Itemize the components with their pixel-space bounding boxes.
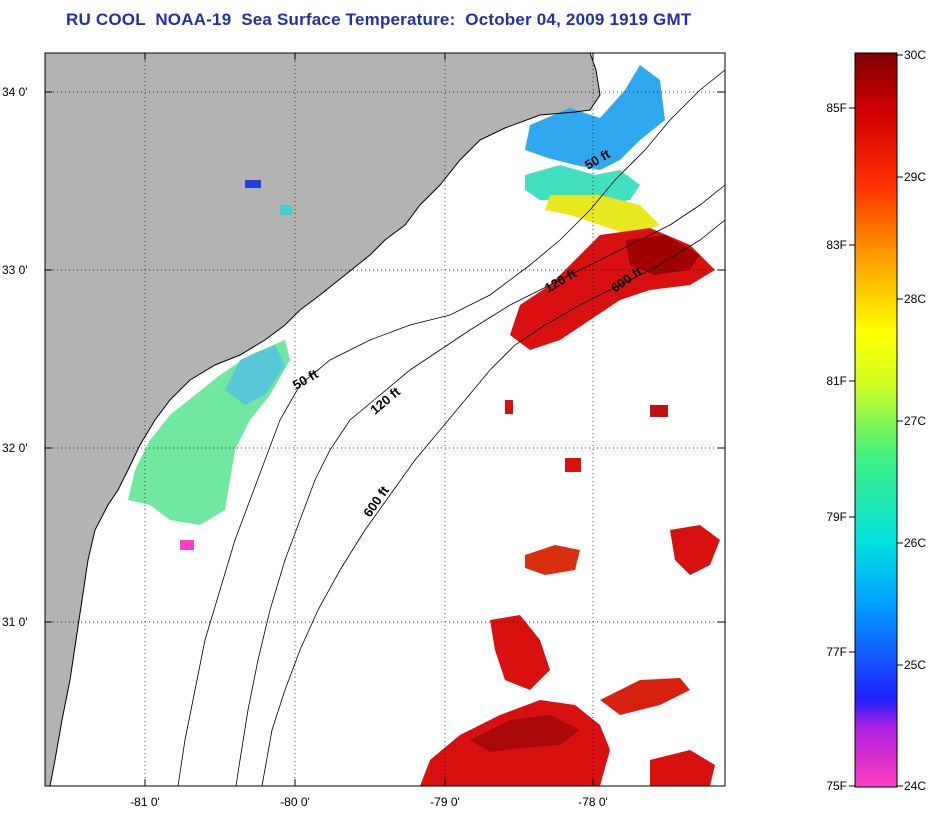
colorbar [854,52,898,788]
sst-speck-6 [505,400,513,414]
contour-120ft [235,184,725,786]
sst-speck-2 [565,458,581,472]
land-mass [45,53,600,786]
lon-tick-label-79: -79 0' [430,795,460,809]
sst-speck-5 [245,180,261,188]
colorbar-c-29: 29C [904,170,926,184]
colorbar-c-26: 26C [904,536,926,550]
sst-patch-north-cool [525,65,665,170]
contour-50ft [177,69,725,786]
colorbar-f-85: 85F [826,101,847,115]
axis-ticks [45,53,725,786]
sst-patch-mid-warm-1 [490,615,550,690]
lon-tick-label-78: -78 0' [578,795,608,809]
sst-patch-east-warm [670,525,720,575]
colorbar-c-25: 25C [904,658,926,672]
lon-tick-label-81: -81 0' [130,795,160,809]
colorbar-f-75: 75F [826,779,847,793]
sst-patch-gulfstream-core [625,235,700,275]
sst-patch-south-dark [470,715,580,752]
colorbar-f-83: 83F [826,238,847,252]
sst-patch-east-warm-2 [525,545,580,575]
colorbar-c-24: 24C [904,779,926,793]
colorbar-f-77: 77F [826,645,847,659]
sst-speck-1 [180,540,194,550]
sst-patch-north-yellow [545,195,660,235]
colorbar-c-28: 28C [904,292,926,306]
colorbar-ticks [849,54,903,787]
colorbar-c-27: 27C [904,414,926,428]
colorbar-f-79: 79F [826,510,847,524]
colorbar-c-30: 30C [904,48,926,62]
lat-tick-label-33: 33 0' [2,263,28,277]
map-title: RU COOL NOAA-19 Sea Surface Temperature:… [66,10,692,29]
sst-patch-southeast [650,750,715,786]
coastline [49,53,601,786]
lat-tick-label-31: 31 0' [2,615,28,629]
sst-speck-3 [650,405,668,417]
lat-tick-label-34: 34 0' [2,85,28,99]
sst-speck-4 [280,205,292,215]
contour-600ft [261,219,725,786]
colorbar-f-81: 81F [826,374,847,388]
lon-tick-label-80: -80 0' [280,795,310,809]
sst-patch-coastal-cyan [225,345,285,405]
lat-tick-label-32: 32 0' [2,441,28,455]
sst-patch-mid-warm-2 [600,678,690,715]
graticule [45,53,725,786]
